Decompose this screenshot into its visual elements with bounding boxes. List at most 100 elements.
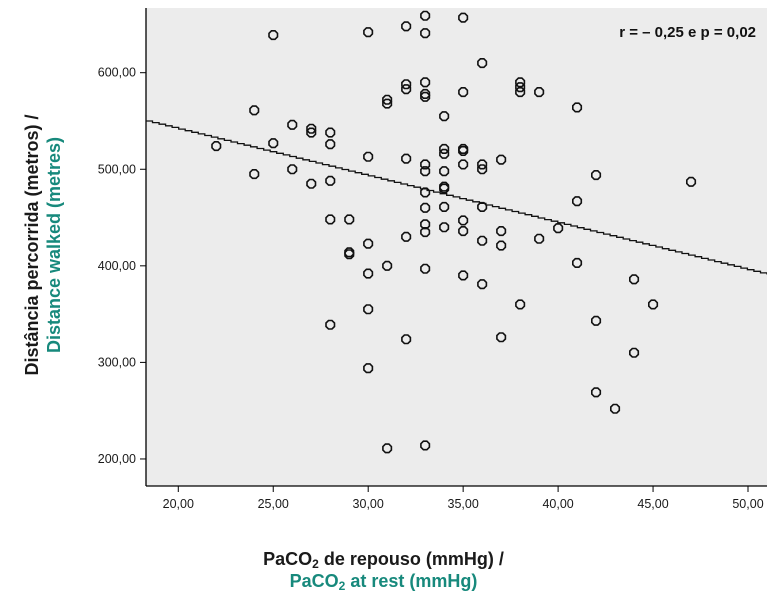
data-point: [401, 334, 412, 345]
data-point: [439, 111, 450, 122]
regression-line: [146, 120, 767, 275]
data-point: [325, 214, 336, 225]
data-point: [439, 201, 450, 212]
data-point: [401, 153, 412, 164]
data-point: [515, 77, 526, 88]
data-point: [477, 279, 488, 290]
data-point: [363, 27, 374, 38]
data-point: [590, 387, 602, 398]
plot-area: [146, 8, 767, 486]
data-point: [382, 98, 393, 109]
data-point: [496, 240, 507, 251]
x-tick-label: 50,00: [732, 497, 763, 511]
y-tick-label: 400,00: [98, 259, 136, 273]
data-point: [363, 363, 374, 374]
data-point: [401, 21, 412, 32]
data-point: [553, 223, 564, 234]
data-point: [420, 10, 431, 21]
data-point: [287, 164, 298, 175]
data-point: [477, 159, 488, 170]
y-tick-label: 600,00: [98, 66, 136, 80]
data-point: [458, 87, 469, 98]
data-point: [325, 175, 336, 186]
data-point: [685, 176, 697, 187]
data-point: [363, 238, 374, 249]
data-point: [363, 151, 374, 162]
data-point: [477, 164, 488, 175]
data-point: [325, 127, 336, 138]
data-point: [571, 102, 583, 113]
data-point: [458, 226, 469, 237]
data-point: [382, 443, 393, 454]
data-point: [344, 214, 355, 225]
y-tick-label: 300,00: [98, 355, 136, 369]
x-axis-label-en: PaCO2 at rest (mmHg): [289, 571, 478, 593]
x-axis-label-pt: PaCO2 de repouso (mmHg) /: [263, 549, 504, 571]
data-point: [628, 274, 640, 285]
data-point: [420, 28, 431, 39]
data-point: [249, 169, 260, 180]
data-point: [420, 88, 431, 99]
data-point: [306, 123, 317, 134]
data-point: [458, 159, 469, 170]
x-tick-label: 25,00: [258, 497, 289, 511]
data-point: [628, 347, 640, 358]
data-point: [571, 257, 583, 269]
data-point: [458, 12, 469, 23]
data-point: [515, 87, 526, 98]
data-point: [496, 226, 507, 237]
data-point: [496, 332, 507, 343]
x-tick-label: 20,00: [163, 497, 194, 511]
data-point: [306, 127, 317, 138]
data-point: [496, 154, 507, 165]
data-point: [458, 145, 469, 156]
y-tick-label: 200,00: [98, 452, 136, 466]
data-point: [439, 222, 450, 233]
data-point: [401, 84, 412, 95]
data-point: [249, 105, 260, 116]
data-point: [401, 79, 412, 90]
data-point: [420, 166, 431, 177]
correlation-annotation: r = – 0,25 e p = 0,02: [619, 24, 756, 41]
data-point: [306, 178, 317, 189]
data-point: [287, 119, 298, 130]
axis-ticks: 20,00 25,00 30,00 35,00 40,00 45,00 50,00 200,0…: [98, 66, 764, 511]
data-point: [382, 94, 393, 105]
data-point: [477, 201, 488, 212]
y-tick-label: 500,00: [98, 162, 136, 176]
data-point: [439, 148, 450, 159]
data-point: [534, 233, 545, 244]
data-point: [458, 143, 469, 154]
data-point: [325, 319, 336, 330]
data-point: [211, 141, 222, 152]
data-point: [515, 299, 526, 310]
data-point: [420, 77, 431, 88]
data-point: [477, 235, 488, 246]
x-tick-label: 30,00: [353, 497, 384, 511]
y-axis-label-pt: Distância percorrida (metros) /: [22, 114, 42, 375]
data-point: [477, 57, 488, 69]
data-point: [571, 196, 583, 207]
data-point: [458, 270, 469, 281]
data-points: [211, 10, 697, 454]
data-point: [534, 87, 545, 98]
data-point: [439, 143, 450, 154]
data-point: [344, 249, 355, 260]
data-point: [344, 247, 355, 258]
data-point: [515, 82, 526, 93]
data-point: [268, 29, 279, 41]
data-point: [439, 181, 450, 192]
data-point: [363, 304, 374, 315]
data-point: [609, 403, 621, 414]
data-point: [363, 268, 374, 279]
data-point: [401, 231, 412, 242]
x-tick-label: 35,00: [448, 497, 479, 511]
x-tick-label: 45,00: [637, 497, 668, 511]
x-tick-label: 40,00: [542, 497, 573, 511]
data-point: [420, 159, 431, 170]
data-point: [420, 202, 431, 213]
data-point: [382, 260, 393, 271]
data-point: [590, 170, 602, 181]
data-point: [420, 440, 431, 451]
